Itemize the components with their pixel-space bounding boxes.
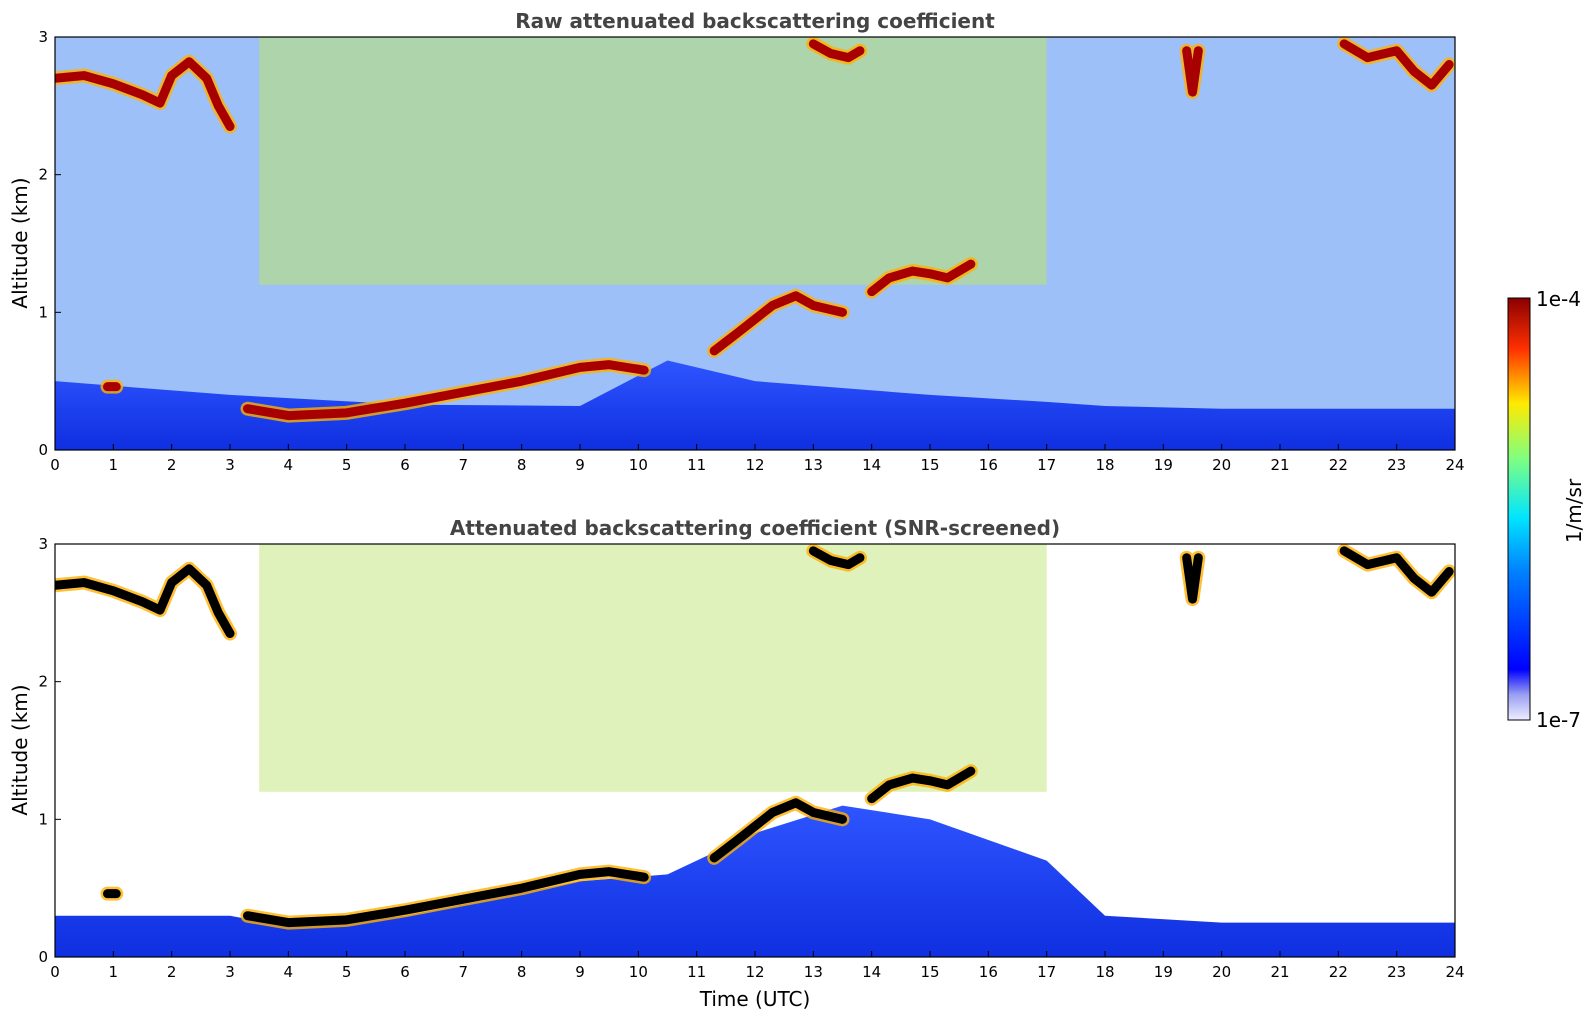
- y-tick-label: 0: [38, 948, 48, 966]
- cloud-layer: [1182, 46, 1203, 97]
- y-tick-label: 1: [38, 810, 48, 828]
- cloud-layer: [808, 39, 865, 63]
- colorbar-max-label: 1e-4: [1536, 287, 1581, 311]
- x-tick-label: 23: [1387, 456, 1406, 474]
- x-tick-label: 6: [400, 456, 410, 474]
- y-tick-label: 2: [38, 166, 48, 184]
- x-tick-label: 10: [629, 963, 648, 981]
- x-tick-label: 9: [575, 456, 585, 474]
- aerosol-haze: [259, 544, 1047, 792]
- x-tick-label: 6: [400, 963, 410, 981]
- x-tick-label: 4: [284, 963, 294, 981]
- x-axis-label: Time (UTC): [699, 987, 811, 1011]
- cloud-layer: [709, 291, 847, 356]
- x-tick-label: 5: [342, 456, 352, 474]
- x-tick-label: 21: [1270, 456, 1289, 474]
- y-tick-label: 1: [38, 303, 48, 321]
- cloud-layer: [243, 360, 649, 421]
- x-tick-label: 24: [1445, 963, 1464, 981]
- x-tick-label: 12: [745, 963, 764, 981]
- plot-area-raw: [55, 37, 1455, 450]
- y-tick-label: 3: [38, 535, 48, 553]
- x-tick-label: 20: [1212, 963, 1231, 981]
- ticks-raw: 0 1 2 3 4 5 6 7 8 9 10 11 12 13 14 15 16 17 18 19 20 21 22 23 24…: [38, 28, 1464, 474]
- colorbar-min-label: 1e-7: [1536, 708, 1581, 732]
- y-axis-label-raw: Altitude (km): [8, 177, 32, 308]
- x-tick-label: 10: [629, 456, 648, 474]
- x-tick-label: 17: [1037, 963, 1056, 981]
- cloud-layer: [1339, 546, 1454, 597]
- x-tick-label: 18: [1095, 456, 1114, 474]
- colorbar-gradient: [1507, 297, 1531, 721]
- x-tick-label: 2: [167, 963, 177, 981]
- panel-title-raw: Raw attenuated backscattering coefficien…: [515, 9, 995, 33]
- cloud-layer: [55, 564, 235, 638]
- x-tick-label: 21: [1270, 963, 1289, 981]
- cloud-layer: [867, 766, 976, 804]
- x-tick-label: 11: [687, 456, 706, 474]
- cloud-layer: [55, 57, 235, 131]
- y-axis-label-screened: Altitude (km): [8, 684, 32, 815]
- colorbar-label: 1/m/sr: [1562, 478, 1586, 543]
- x-tick-label: 11: [687, 963, 706, 981]
- x-tick-label: 5: [342, 963, 352, 981]
- panel-screened: Attenuated backscattering coefficient (S…: [8, 516, 1465, 1011]
- x-tick-label: 1: [109, 963, 119, 981]
- panel-title-screened: Attenuated backscattering coefficient (S…: [450, 516, 1060, 540]
- x-tick-label: 18: [1095, 963, 1114, 981]
- x-tick-label: 20: [1212, 456, 1231, 474]
- x-tick-label: 8: [517, 456, 527, 474]
- x-tick-label: 14: [862, 456, 881, 474]
- x-tick-label: 22: [1329, 456, 1348, 474]
- x-tick-label: 15: [920, 456, 939, 474]
- y-tick-label: 0: [38, 441, 48, 459]
- x-tick-label: 22: [1329, 963, 1348, 981]
- colorbar: 1e-4 1e-7 1/m/sr: [1507, 287, 1586, 732]
- cloud-layer: [808, 546, 865, 570]
- x-tick-label: 8: [517, 963, 527, 981]
- x-tick-label: 13: [804, 456, 823, 474]
- aerosol-haze: [259, 37, 1047, 285]
- y-tick-label: 3: [38, 28, 48, 46]
- x-tick-label: 19: [1154, 456, 1173, 474]
- x-tick-label: 16: [979, 456, 998, 474]
- x-tick-label: 1: [109, 456, 119, 474]
- x-tick-label: 15: [920, 963, 939, 981]
- panel-raw: Raw attenuated backscattering coefficien…: [8, 9, 1465, 474]
- x-tick-label: 19: [1154, 963, 1173, 981]
- x-tick-label: 14: [862, 963, 881, 981]
- boundary-layer: [55, 360, 1455, 450]
- x-tick-label: 16: [979, 963, 998, 981]
- cloud-layer: [709, 798, 847, 863]
- boundary-layer: [55, 805, 1455, 957]
- x-tick-label: 0: [50, 456, 60, 474]
- x-tick-label: 24: [1445, 456, 1464, 474]
- cloud-layer: [1182, 553, 1203, 604]
- y-tick-label: 2: [38, 673, 48, 691]
- x-tick-label: 0: [50, 963, 60, 981]
- x-tick-label: 7: [459, 456, 469, 474]
- x-tick-label: 3: [225, 456, 235, 474]
- x-tick-label: 4: [284, 456, 294, 474]
- x-tick-label: 12: [745, 456, 764, 474]
- x-tick-label: 7: [459, 963, 469, 981]
- x-tick-label: 3: [225, 963, 235, 981]
- ticks-screened: 0 1 2 3 4 5 6 7 8 9 10 11 12 13 14 15 16 17 18 19 20 21 22 23 24…: [38, 535, 1464, 981]
- x-tick-label: 2: [167, 456, 177, 474]
- x-tick-label: 9: [575, 963, 585, 981]
- x-tick-label: 17: [1037, 456, 1056, 474]
- x-tick-label: 23: [1387, 963, 1406, 981]
- x-tick-label: 13: [804, 963, 823, 981]
- cloud-layer: [867, 259, 976, 297]
- plot-area-screened: [55, 544, 1455, 957]
- cloud-layer: [1339, 39, 1454, 90]
- cloud-layer: [243, 867, 649, 928]
